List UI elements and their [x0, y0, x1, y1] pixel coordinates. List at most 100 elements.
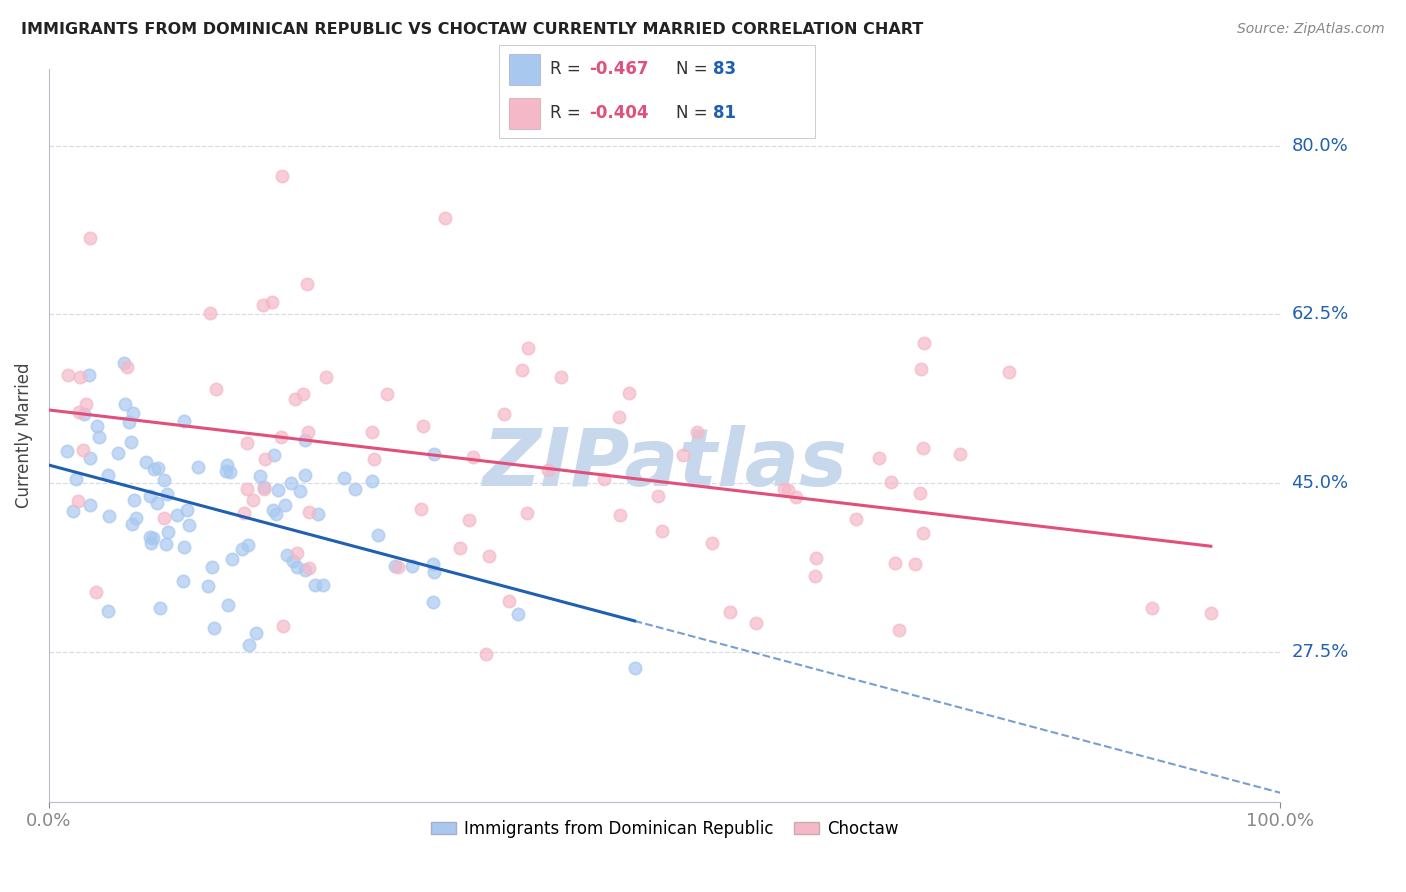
Point: [187, 460, 209, 475]
Point: [79, 231, 101, 245]
Point: [949, 447, 972, 461]
Point: [806, 550, 828, 565]
Point: [153, 510, 176, 524]
Point: [65, 472, 87, 486]
Point: [332, 471, 354, 485]
Point: [294, 563, 316, 577]
Point: [510, 362, 533, 376]
Point: [773, 483, 796, 497]
Point: [281, 554, 304, 568]
Point: [166, 508, 188, 522]
Point: [117, 415, 139, 429]
Point: [776, 483, 799, 498]
Point: [422, 557, 444, 571]
Point: [887, 623, 910, 637]
Text: N =: N =: [676, 104, 713, 122]
Point: [242, 493, 264, 508]
Point: [387, 560, 409, 574]
Point: [120, 434, 142, 449]
Point: [270, 430, 292, 444]
Legend: Immigrants from Dominican Republic, Choctaw: Immigrants from Dominican Republic, Choc…: [425, 814, 905, 845]
Point: [845, 512, 868, 526]
FancyBboxPatch shape: [499, 45, 815, 138]
Point: [297, 425, 319, 439]
FancyBboxPatch shape: [509, 54, 540, 85]
Point: [298, 560, 321, 574]
Point: [176, 503, 198, 517]
Point: [233, 506, 256, 520]
Point: [593, 472, 616, 486]
FancyBboxPatch shape: [509, 98, 540, 129]
Text: -0.467: -0.467: [589, 61, 648, 78]
Text: 81: 81: [713, 104, 735, 122]
Point: [139, 489, 162, 503]
Point: [75, 397, 97, 411]
Point: [686, 425, 709, 439]
Point: [72, 443, 94, 458]
Point: [647, 489, 669, 503]
Point: [884, 557, 907, 571]
Point: [146, 496, 169, 510]
Point: [139, 535, 162, 549]
Point: [177, 518, 200, 533]
Point: [67, 405, 90, 419]
Point: [298, 505, 321, 519]
Point: [911, 441, 934, 455]
Point: [609, 508, 631, 523]
Point: [173, 540, 195, 554]
Point: [304, 578, 326, 592]
Point: [238, 638, 260, 652]
Point: [217, 599, 239, 613]
Point: [284, 392, 307, 406]
Point: [135, 455, 157, 469]
Point: [263, 448, 285, 462]
Point: [172, 574, 194, 588]
Point: [423, 565, 446, 579]
Point: [252, 298, 274, 312]
Point: [912, 335, 935, 350]
Point: [506, 607, 529, 621]
Point: [718, 605, 741, 619]
Point: [911, 526, 934, 541]
Point: [84, 585, 107, 599]
Point: [56, 444, 79, 458]
Point: [152, 473, 174, 487]
Point: [121, 517, 143, 532]
Point: [745, 615, 768, 630]
Point: [401, 559, 423, 574]
Point: [291, 387, 314, 401]
Point: [114, 397, 136, 411]
Point: [623, 661, 645, 675]
Point: [607, 410, 630, 425]
Point: [651, 524, 673, 539]
Point: [107, 446, 129, 460]
Point: [266, 483, 288, 498]
Point: [785, 490, 807, 504]
Text: IMMIGRANTS FROM DOMINICAN REPUBLIC VS CHOCTAW CURRENTLY MARRIED CORRELATION CHAR: IMMIGRANTS FROM DOMINICAN REPUBLIC VS CH…: [21, 22, 924, 37]
Point: [89, 430, 111, 444]
Text: R =: R =: [550, 104, 586, 122]
Point: [294, 433, 316, 447]
Point: [315, 369, 337, 384]
Point: [474, 647, 496, 661]
Point: [253, 482, 276, 496]
Point: [1140, 601, 1163, 615]
Point: [449, 541, 471, 556]
Point: [307, 507, 329, 521]
Text: 27.5%: 27.5%: [1292, 643, 1348, 661]
Point: [375, 387, 398, 401]
Point: [141, 531, 163, 545]
Point: [295, 277, 318, 291]
Point: [288, 484, 311, 499]
Point: [215, 464, 238, 478]
Point: [115, 359, 138, 374]
Point: [266, 507, 288, 521]
Point: [384, 559, 406, 574]
Point: [205, 383, 228, 397]
Point: [434, 211, 457, 225]
Point: [122, 492, 145, 507]
Point: [910, 362, 932, 376]
Point: [285, 560, 308, 574]
Point: [262, 295, 284, 310]
Point: [173, 413, 195, 427]
